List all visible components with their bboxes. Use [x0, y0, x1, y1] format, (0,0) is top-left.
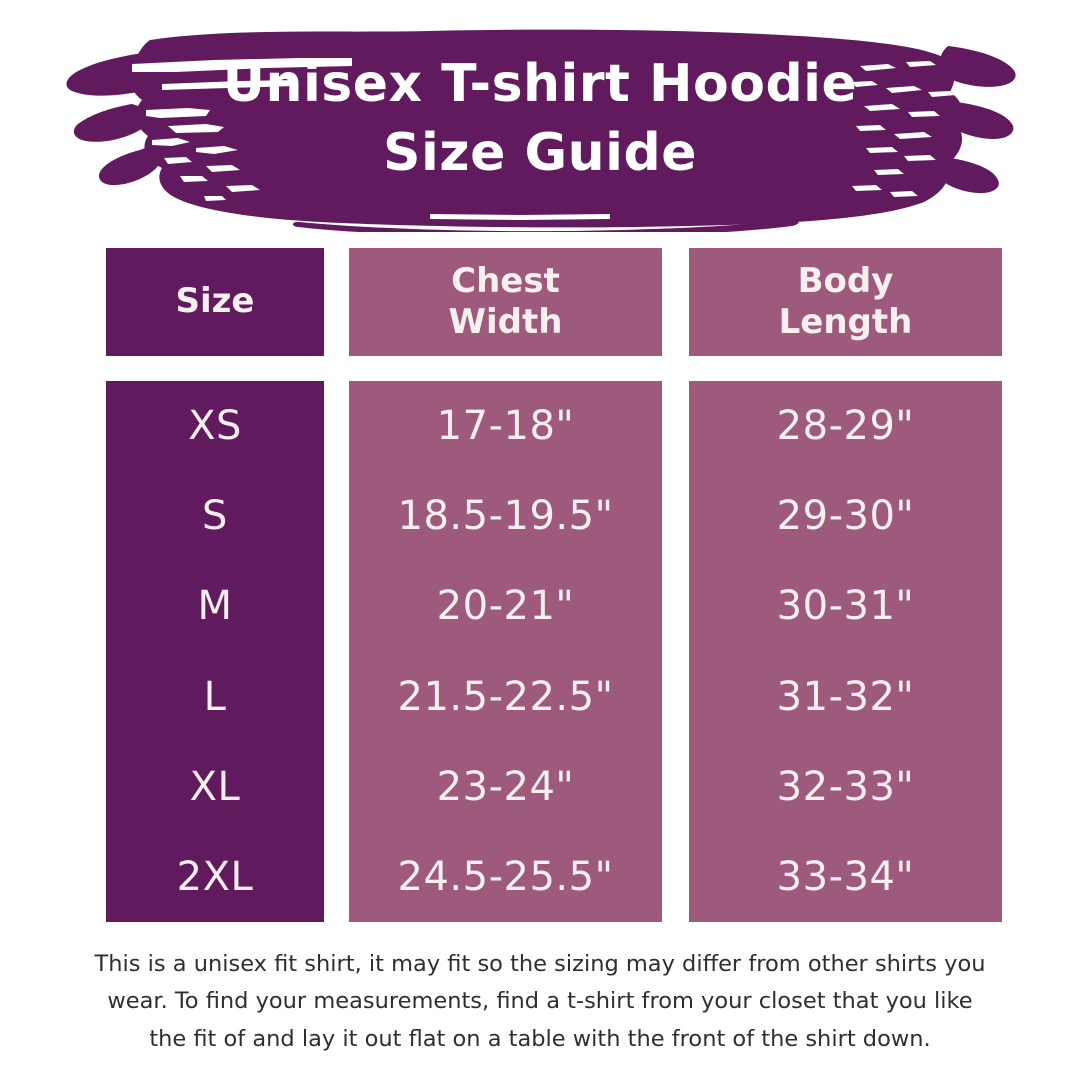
column-size: XS S M L XL 2XL — [106, 381, 324, 922]
column-chest-width: 17-18" 18.5-19.5" 20-21" 21.5-22.5" 23-2… — [349, 381, 662, 922]
size-guide-table: Size Chest Width Body Length XS S M L XL… — [106, 248, 1002, 922]
table-cell-size: M — [197, 583, 233, 630]
table-cell-body-length: 31-32" — [776, 673, 915, 720]
table-cell-body-length: 32-33" — [776, 763, 915, 810]
table-cell-size: XS — [188, 403, 242, 450]
fit-disclaimer-note: This is a unisex fit shirt, it may fit s… — [94, 951, 986, 1052]
table-body: XS S M L XL 2XL 17-18" 18.5-19.5" 20-21"… — [106, 381, 1002, 922]
column-header-chest-width: Chest Width — [349, 248, 662, 356]
table-header-row: Size Chest Width Body Length — [106, 248, 1002, 356]
table-cell-size: S — [202, 493, 228, 540]
table-cell-body-length: 29-30" — [776, 493, 915, 540]
title-banner: Unisex T-shirt Hoodie Size Guide — [0, 0, 1080, 232]
column-header-body-length: Body Length — [689, 248, 1002, 356]
table-cell-body-length: 30-31" — [776, 583, 915, 630]
table-cell-chest-width: 20-21" — [436, 583, 575, 630]
table-cell-size: XL — [189, 763, 241, 810]
table-cell-body-length: 33-34" — [776, 853, 915, 900]
table-cell-size: L — [203, 673, 227, 720]
table-cell-body-length: 28-29" — [776, 403, 915, 450]
column-body-length: 28-29" 29-30" 30-31" 31-32" 32-33" 33-34… — [689, 381, 1002, 922]
table-cell-chest-width: 17-18" — [436, 403, 575, 450]
table-cell-chest-width: 23-24" — [436, 763, 575, 810]
table-cell-chest-width: 18.5-19.5" — [397, 493, 614, 540]
page-title: Unisex T-shirt Hoodie Size Guide — [222, 54, 858, 183]
table-cell-size: 2XL — [176, 853, 254, 900]
table-cell-chest-width: 24.5-25.5" — [397, 853, 614, 900]
table-cell-chest-width: 21.5-22.5" — [397, 673, 614, 720]
column-header-size: Size — [106, 248, 324, 356]
brush-stroke-graphic — [66, 29, 1016, 232]
